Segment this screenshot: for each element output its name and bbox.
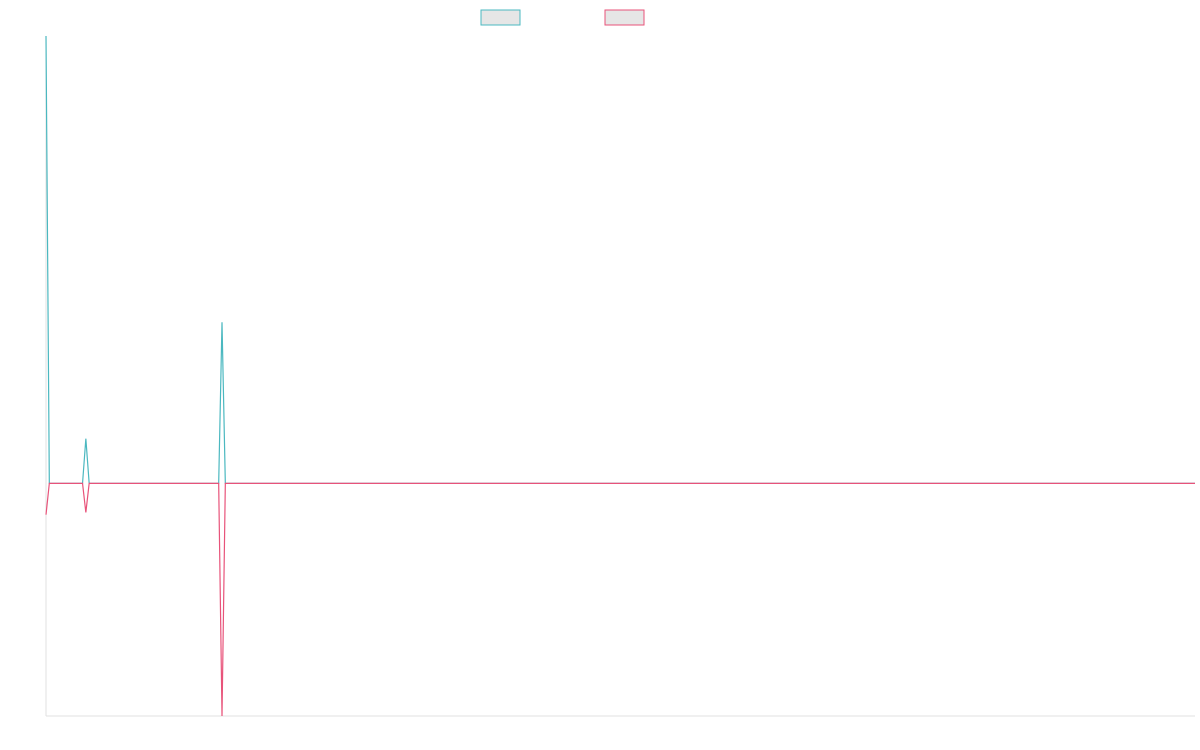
legend-swatch[interactable] (604, 9, 645, 26)
legend-swatch[interactable] (480, 9, 521, 26)
line-series (45, 482, 1195, 717)
line-series (45, 35, 1195, 484)
